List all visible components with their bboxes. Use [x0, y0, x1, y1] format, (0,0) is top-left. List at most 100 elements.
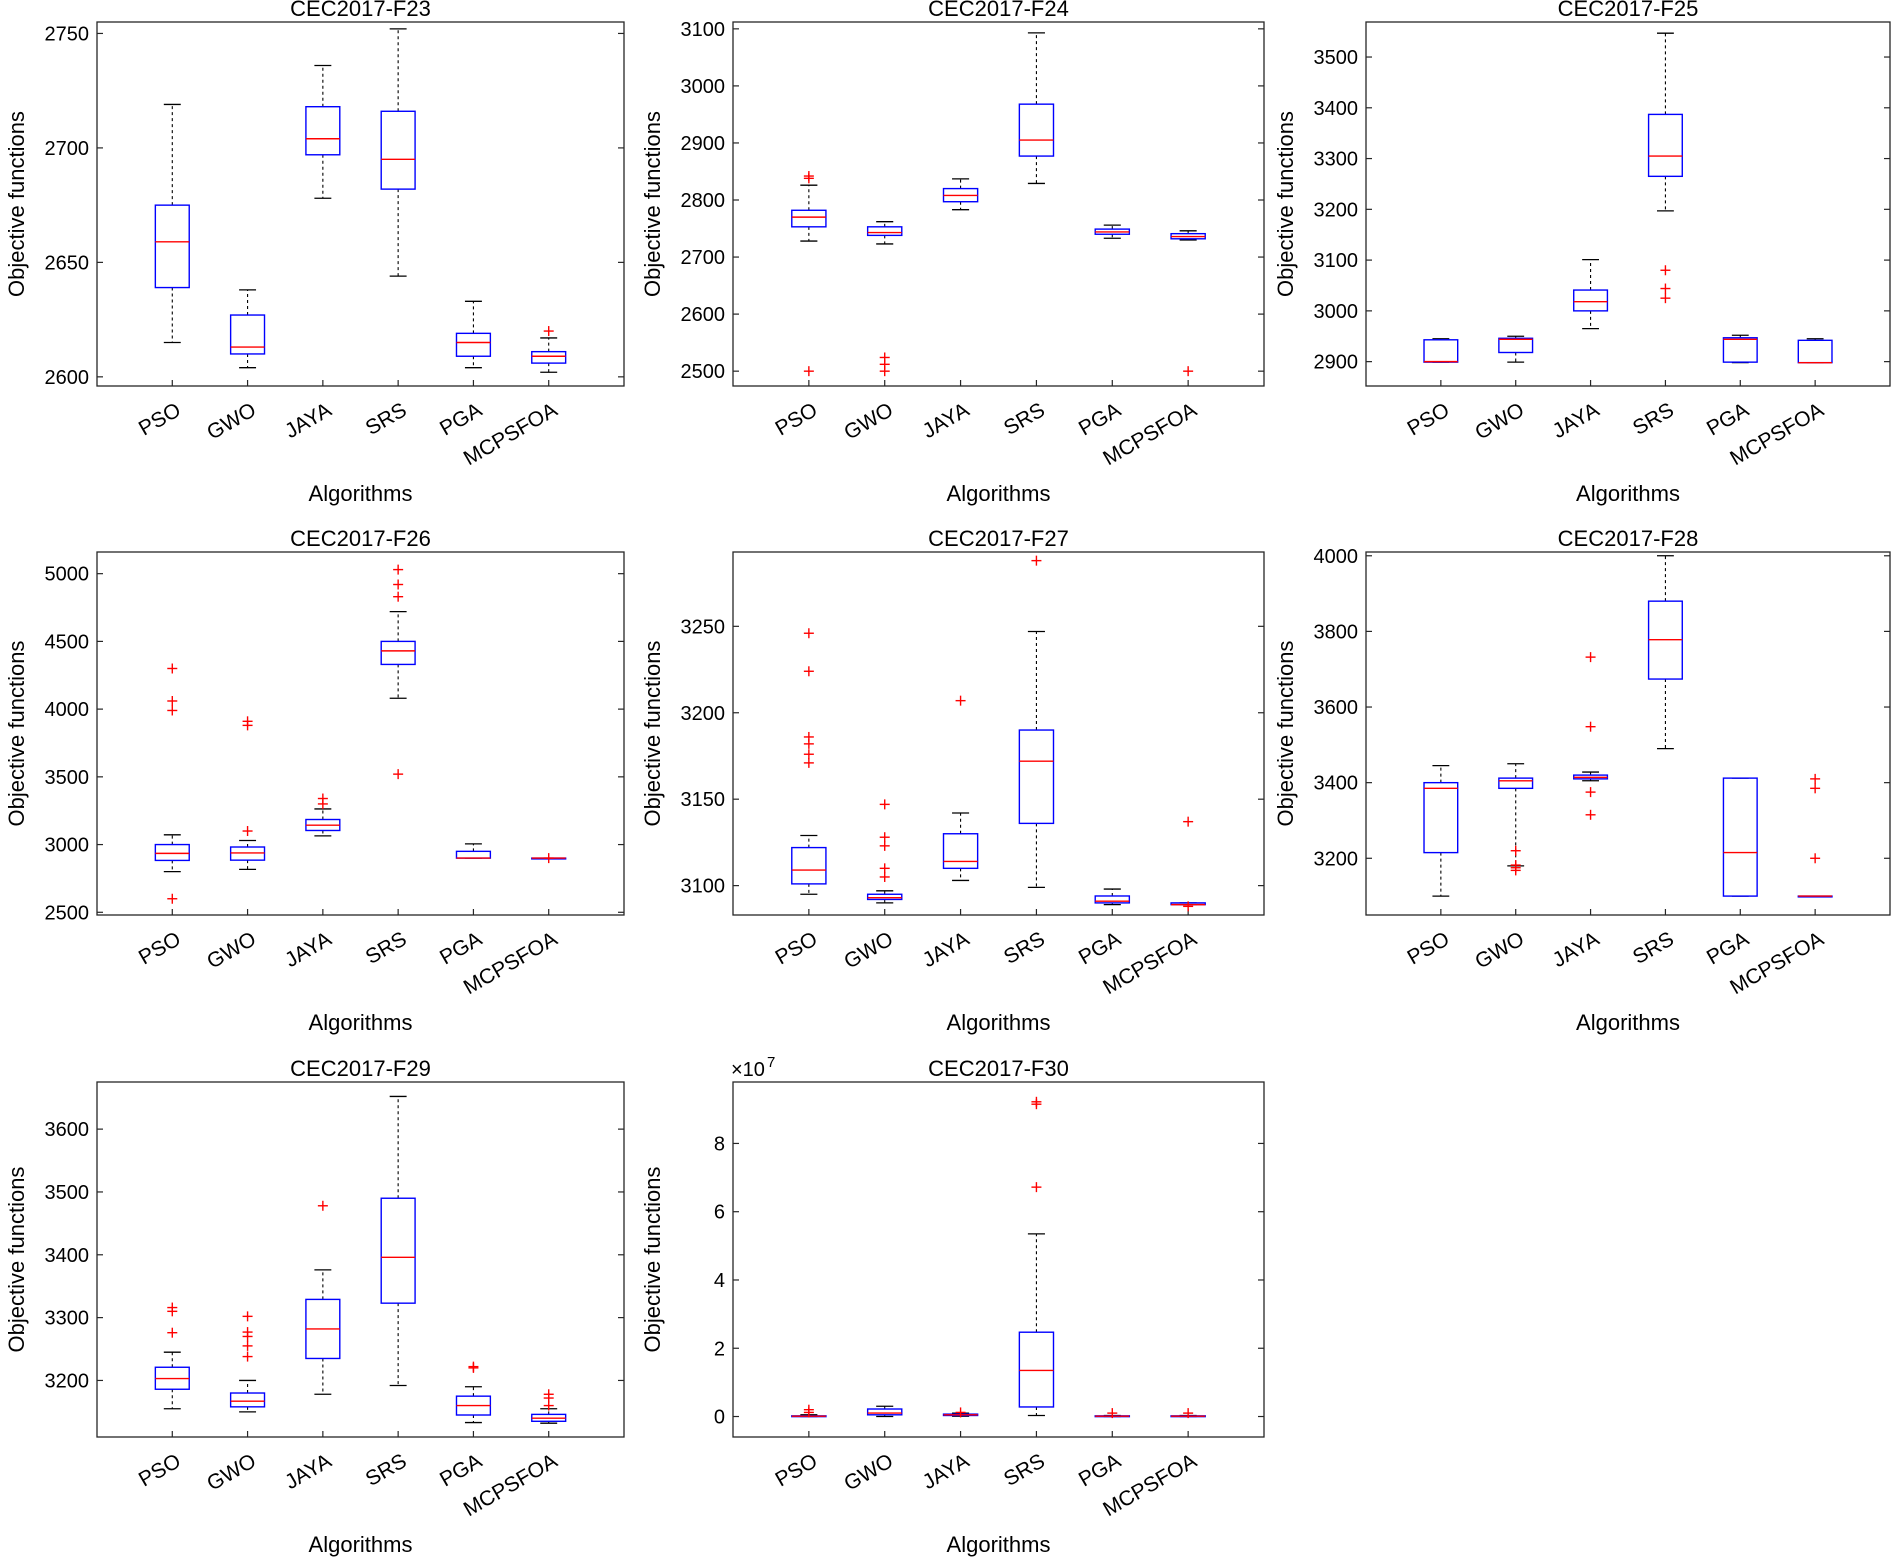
y-tick-label: 3600	[45, 1119, 90, 1141]
y-tick-label: 3500	[45, 1182, 90, 1204]
iqr-box	[866, 226, 903, 237]
outlier-marker	[955, 695, 966, 706]
iqr-box	[791, 846, 827, 885]
chart-title: CEC2017-F27	[928, 526, 1069, 551]
outlier-marker	[803, 757, 814, 768]
box-gwo	[1498, 335, 1534, 363]
y-axis-label: Objective functions	[640, 1167, 665, 1353]
box-pga	[455, 1361, 492, 1424]
outlier-marker	[879, 871, 890, 882]
axes-frame	[1365, 21, 1891, 387]
iqr-box	[1423, 781, 1459, 854]
outlier-marker	[317, 1200, 328, 1211]
y-tick-label: 2750	[45, 23, 90, 45]
iqr-box	[380, 110, 416, 190]
outlier-marker	[1810, 773, 1821, 784]
outlier-marker	[543, 853, 554, 864]
box-jaya	[305, 793, 341, 837]
x-axis-label: Algorithms	[1576, 1010, 1680, 1035]
outlier-marker	[242, 1340, 253, 1351]
box-pso	[154, 103, 190, 344]
outlier-marker	[1031, 555, 1042, 566]
axes-frame	[732, 21, 1265, 387]
box-jaya	[942, 178, 979, 211]
box-pga	[455, 300, 492, 369]
x-tick-label: GWO	[1471, 927, 1528, 973]
box-jaya	[942, 1407, 979, 1418]
iqr-box	[455, 850, 492, 859]
iqr-box	[1647, 113, 1683, 178]
iqr-box	[154, 843, 190, 862]
box-pso	[1423, 338, 1459, 363]
iqr-box	[942, 833, 979, 870]
box-gwo	[866, 1405, 903, 1418]
y-tick-label: 3250	[681, 616, 726, 638]
outlier-marker	[242, 716, 253, 727]
box-pso	[1423, 764, 1459, 897]
box-gwo	[866, 221, 903, 377]
x-axis-label: Algorithms	[309, 1532, 413, 1557]
axes-frame	[96, 21, 625, 387]
y-tick-label: 2600	[681, 304, 726, 326]
iqr-box	[1573, 289, 1609, 312]
outlier-marker	[803, 666, 814, 677]
outlier-marker	[803, 171, 814, 182]
x-tick-label: SRS	[1629, 927, 1678, 969]
x-tick-label: PSO	[1403, 398, 1453, 440]
chart-panel-4: CEC2017-F26 2500 3000 3500 4000 4500 5000 Objec…	[4, 526, 625, 1035]
box-jaya	[942, 695, 979, 882]
outlier-marker	[167, 1302, 178, 1313]
y-tick-label: 2	[714, 1338, 725, 1360]
y-tick-label: 3100	[1314, 250, 1359, 272]
box-pso	[791, 171, 827, 377]
y-exponent-label: ×10	[731, 1059, 765, 1081]
box-pga	[1094, 224, 1131, 239]
x-axis-label: Algorithms	[947, 481, 1051, 506]
y-tick-label: 3000	[45, 835, 90, 857]
axes-frame	[96, 1081, 625, 1438]
y-tick-label: 2700	[45, 138, 90, 160]
y-tick-label: 6	[714, 1202, 725, 1224]
y-tick-label: 8	[714, 1133, 725, 1155]
y-axis-label: Objective functions	[4, 641, 29, 827]
axes-frame	[732, 551, 1265, 916]
box-mcpsfoa	[1170, 816, 1206, 912]
outlier-marker	[1585, 809, 1596, 820]
y-axis-label: Objective functions	[4, 111, 29, 297]
box-jaya	[1573, 652, 1609, 820]
iqr-box	[380, 1197, 416, 1304]
x-tick-label: GWO	[840, 1449, 897, 1495]
y-tick-label: 3400	[1314, 773, 1359, 795]
iqr-box	[791, 209, 827, 228]
outlier-marker	[167, 695, 178, 706]
x-tick-label: PSO	[135, 398, 185, 440]
outlier-marker	[393, 591, 404, 602]
x-tick-label: SRS	[1000, 1449, 1049, 1491]
outlier-marker	[803, 749, 814, 760]
box-pso	[791, 1404, 827, 1418]
box-srs	[1018, 555, 1055, 888]
x-tick-label: PGA	[436, 927, 486, 969]
x-tick-label: JAYA	[919, 398, 973, 443]
outlier-marker	[1585, 652, 1596, 663]
x-tick-label: PGA	[1075, 398, 1125, 440]
box-gwo	[1498, 763, 1534, 876]
outlier-marker	[1660, 293, 1671, 304]
outlier-marker	[1183, 816, 1194, 827]
box-srs	[1647, 555, 1683, 750]
y-tick-label: 3600	[1314, 697, 1359, 719]
outlier-marker	[879, 832, 890, 843]
axes-frame	[732, 1081, 1265, 1438]
iqr-box	[1018, 729, 1055, 825]
outlier-marker	[1107, 1408, 1118, 1419]
box-pga	[1094, 888, 1131, 906]
box-jaya	[305, 1200, 341, 1395]
y-tick-label: 3000	[1314, 301, 1359, 323]
y-tick-label: 3200	[1314, 848, 1359, 870]
box-gwo	[229, 716, 266, 871]
box-mcpsfoa	[531, 1389, 567, 1424]
outlier-marker	[1585, 721, 1596, 732]
outlier-marker	[803, 366, 814, 377]
x-tick-label: GWO	[203, 1449, 260, 1495]
